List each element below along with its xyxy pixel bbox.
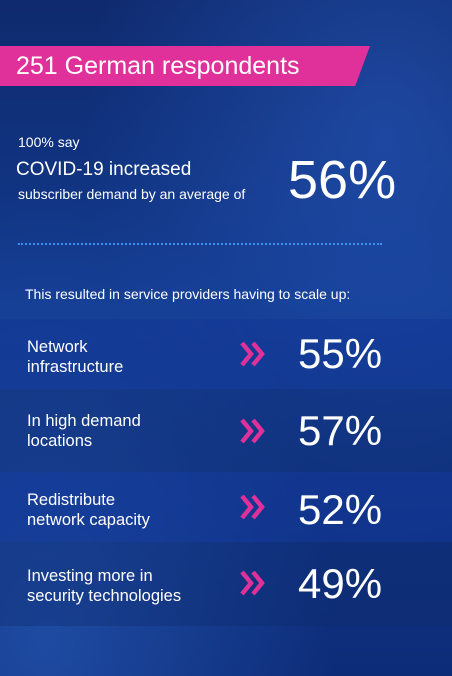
headline-line2: COVID-19 increased — [16, 159, 192, 180]
title-banner — [0, 46, 370, 86]
row-value: 55% — [298, 330, 383, 377]
headline-line3: subscriber demand by an average of — [18, 186, 246, 202]
row-label: Network infrastructure — [27, 337, 123, 377]
headline-value: 56% — [288, 150, 397, 210]
stat-row: Redistribute network capacity 52% — [0, 472, 452, 542]
row-label-line1: Redistribute — [27, 491, 116, 509]
banner-title: 251 German respondents — [16, 52, 300, 80]
stat-row: Network infrastructure 55% — [0, 319, 452, 389]
double-chevron-right-icon — [240, 570, 265, 596]
intro-text: This resulted in service providers havin… — [25, 286, 351, 302]
row-label-line2: infrastructure — [27, 358, 124, 376]
row-label-line2: security technologies — [27, 587, 182, 605]
stat-row: Investing more in security technologies … — [0, 542, 452, 626]
row-label: Investing more in security technologies — [27, 566, 181, 606]
row-label-line1: Investing more in — [27, 567, 153, 585]
stat-row: In high demand locations 57% — [0, 389, 452, 472]
row-label: Redistribute network capacity — [27, 490, 150, 530]
double-chevron-right-icon — [240, 418, 265, 444]
dotted-divider — [18, 243, 382, 245]
row-label-line1: In high demand — [27, 412, 141, 430]
row-label: In high demand locations — [27, 411, 141, 451]
row-label-line1: Network — [27, 338, 88, 356]
row-value: 52% — [298, 486, 383, 533]
row-label-line2: locations — [27, 432, 93, 450]
row-label-line2: network capacity — [27, 511, 150, 529]
double-chevron-right-icon — [240, 494, 265, 520]
row-value: 49% — [298, 560, 383, 607]
row-value: 57% — [298, 407, 383, 454]
double-chevron-right-icon — [240, 341, 265, 367]
headline-line1: 100% say — [18, 134, 80, 150]
